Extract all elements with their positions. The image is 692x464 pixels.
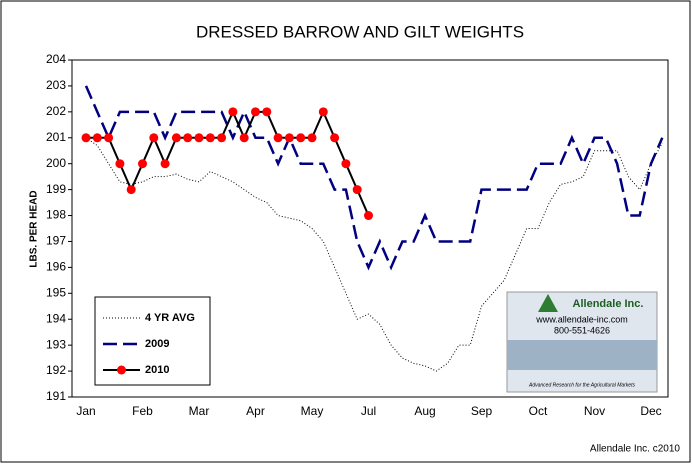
y-tick-label: 203: [46, 78, 66, 92]
y-tick-label: 200: [46, 156, 66, 170]
x-tick-label: Jan: [76, 404, 95, 418]
logo-name: Allendale Inc.: [573, 298, 644, 310]
x-tick-label: Nov: [584, 404, 605, 418]
series-line: [86, 109, 370, 216]
point: [284, 133, 294, 143]
legend-label: 2010: [145, 364, 169, 376]
y-tick-label: 201: [46, 130, 66, 144]
credit: Allendale Inc. c2010: [590, 444, 681, 455]
point: [194, 133, 204, 143]
point: [160, 159, 170, 169]
logo-url: www.allendale-inc.com: [535, 314, 628, 324]
y-tick-label: 196: [46, 260, 66, 274]
point: [228, 107, 238, 117]
point: [115, 159, 125, 169]
y-tick-label: 191: [46, 389, 66, 403]
y-tick-label: 192: [46, 363, 66, 377]
point: [92, 133, 102, 143]
point: [138, 159, 147, 169]
point: [273, 133, 283, 143]
point: [171, 133, 181, 143]
point: [318, 107, 328, 117]
y-tick-label: 197: [46, 234, 66, 248]
y-tick-label: 198: [46, 208, 66, 222]
y-tick-label: 193: [46, 337, 66, 351]
point: [217, 133, 227, 143]
y-axis-label: LBS. PER HEAD: [29, 190, 40, 267]
point: [126, 185, 136, 195]
x-tick-label: Feb: [132, 404, 153, 418]
x-tick-label: Mar: [189, 404, 210, 418]
logo-phone: 800-551-4626: [554, 325, 610, 335]
legend-label: 4 YR AVG: [145, 312, 195, 324]
point: [149, 133, 159, 143]
point: [296, 133, 306, 143]
x-tick-label: May: [301, 404, 324, 418]
chart-title: DRESSED BARROW AND GILT WEIGHTS: [196, 22, 524, 41]
logo-skyline: [507, 340, 657, 370]
x-tick-label: Jul: [361, 404, 376, 418]
legend-marker: [117, 365, 126, 375]
x-tick-label: Apr: [246, 404, 265, 418]
series-line: [84, 85, 664, 271]
y-tick-label: 194: [46, 311, 66, 325]
point: [183, 133, 193, 143]
x-tick-label: Aug: [414, 404, 435, 418]
y-tick-label: 199: [46, 182, 66, 196]
logo: Allendale Inc. www.allendale-inc.com 800…: [506, 291, 658, 393]
point: [81, 133, 91, 143]
point: [104, 133, 114, 143]
y-tick-label: 202: [46, 104, 66, 118]
x-tick-label: Dec: [640, 404, 661, 418]
plot-area: [71, 59, 669, 398]
logo-tagline: Advanced Research for the Agricultural M…: [528, 382, 635, 388]
logo-icon: [538, 294, 558, 312]
point: [341, 159, 351, 169]
point: [205, 133, 215, 143]
legend: 4 YR AVG 2009 2010: [94, 296, 211, 386]
point: [364, 211, 373, 221]
point: [251, 107, 260, 117]
x-tick-label: Oct: [529, 404, 548, 418]
x-tick-label: Sep: [471, 404, 493, 418]
legend-label: 2009: [145, 338, 169, 350]
point: [239, 133, 249, 143]
y-tick-label: 195: [46, 285, 66, 299]
point: [330, 133, 340, 143]
point: [307, 133, 317, 143]
point: [262, 107, 272, 117]
y-tick-label: 204: [46, 52, 66, 66]
point: [352, 185, 362, 195]
